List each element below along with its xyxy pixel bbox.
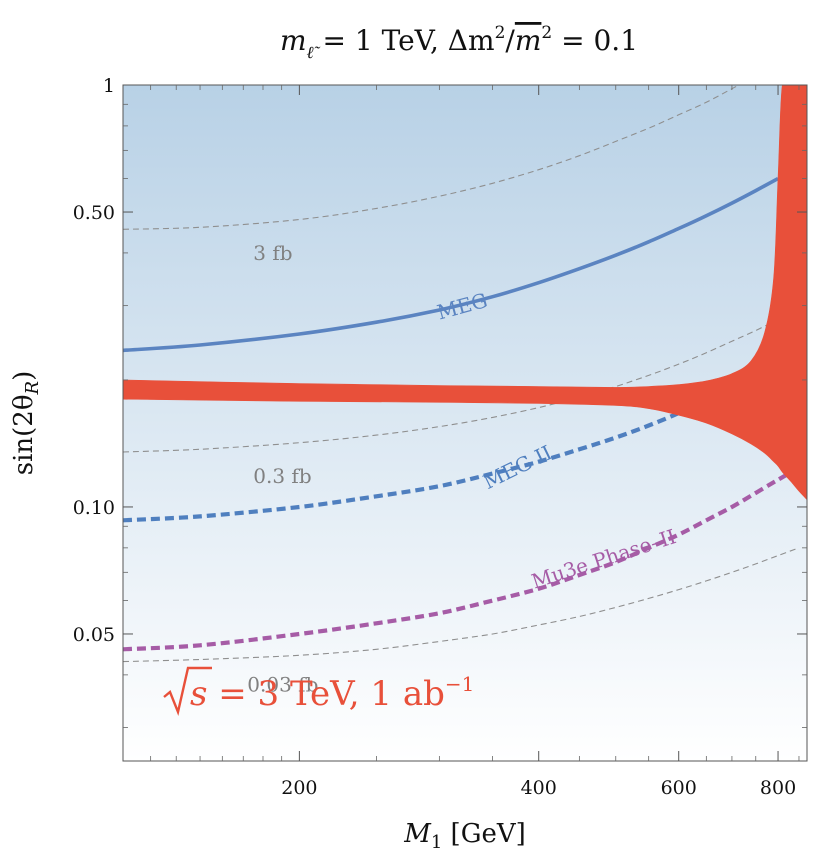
y-tick-label: 0.10 [73,497,115,519]
series-line-0-03-fb [123,547,800,663]
xlabel-unit: [GeV] [442,819,525,849]
series-label-0-03-fb: 0.03 fb [247,673,318,697]
info-rest: = 3 TeV, 1 ab [207,674,444,714]
xlabel-sym: M [403,819,432,849]
y-tick-label: 0.05 [73,624,115,646]
series-line-meg-ii [123,397,708,523]
y-tick-label: 1 [103,75,115,97]
x-tick-label: 400 [521,777,557,799]
xlabel-sub: 1 [431,832,442,853]
series-label-3-fb: 3 fb [253,241,292,265]
x-axis-title: M1 [GeV] [403,819,526,853]
title-slash: / [505,24,515,57]
title-m: m [280,24,307,57]
chart-title: mℓ̃ = 1 TeV, Δm2/m2 = 0.1 [280,23,638,63]
sqrt-symbol [163,666,212,717]
y-tick-label: 0.50 [73,202,115,224]
collider-info-label: s = 3 TeV, 1 ab−1 [163,666,474,717]
ticks-layer: 200 400 600 800 0.05 0.10 0.50 1 [73,75,807,799]
ylabel-fn: sin(2θ [9,394,39,475]
title-eq1: = 1 TeV, Δm [314,24,495,57]
title-m2: m [515,24,542,57]
series-label-0-3-fb: 0.3 fb [253,464,311,488]
x-tick-label: 200 [281,777,317,799]
info-text: s = 3 TeV, 1 ab−1 [190,672,474,714]
title-eq2: = 0.1 [552,24,638,57]
ylabel-sub: R [22,381,43,396]
title-sup1: 2 [495,23,506,43]
series-line-3-fb [123,85,741,230]
info-sup: −1 [445,672,474,696]
x-tick-label: 600 [661,777,697,799]
ylabel-close: ) [9,371,39,381]
series-line-meg [123,177,779,353]
x-tick-label: 800 [760,777,796,799]
allowed-region-band [123,85,807,501]
title-sup2: 2 [541,23,552,43]
y-axis-title: sin(2θR) [9,371,43,475]
series-line-mu3e-phase-ii [123,465,801,652]
info-sqrt-arg: s [190,674,207,714]
plot-frame [122,84,808,762]
